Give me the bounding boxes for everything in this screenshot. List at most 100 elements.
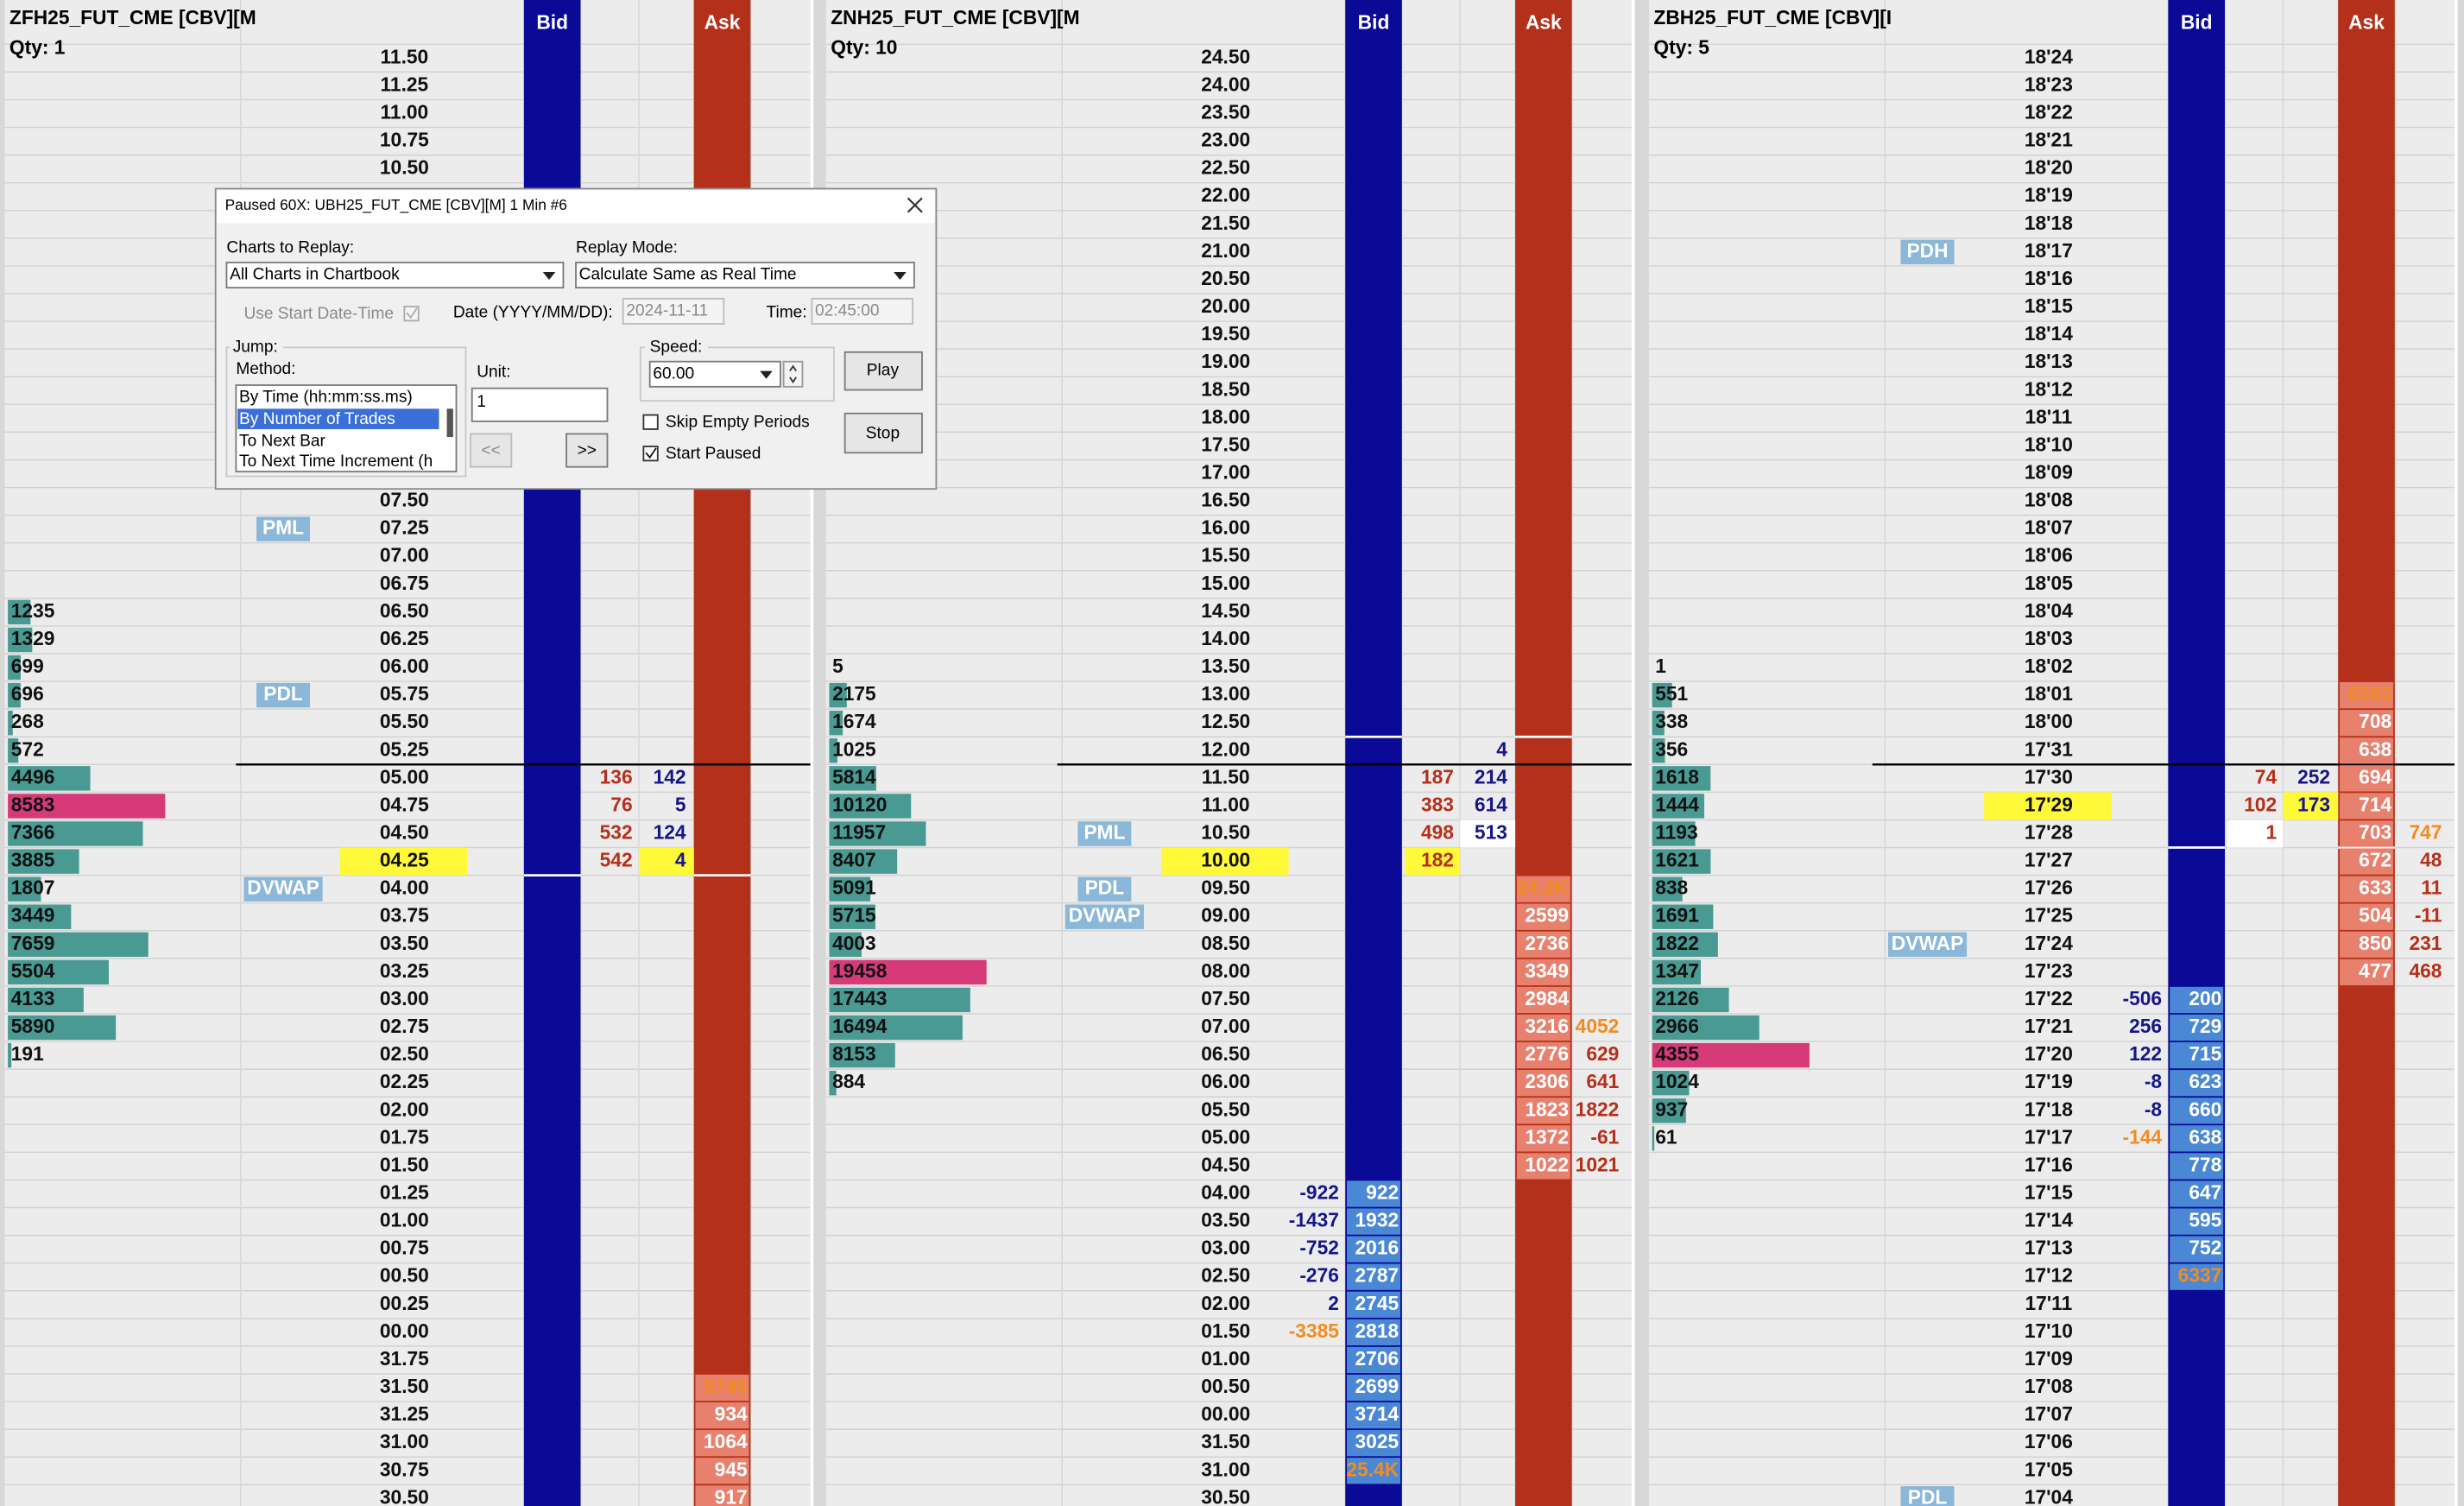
price: 00.50 [380, 1264, 429, 1287]
price: 17'27 [2025, 849, 2073, 871]
volume-label: 5 [832, 655, 843, 677]
ask-delta: 468 [2409, 959, 2442, 982]
volume-bar [8, 599, 31, 625]
price: 08.50 [1201, 932, 1250, 954]
volume-bar [8, 821, 143, 846]
volume-bar [1652, 1126, 1655, 1151]
close-button[interactable] [907, 197, 923, 213]
ask-cell [2340, 959, 2393, 986]
list-item[interactable]: To Next Bar [239, 433, 326, 451]
list-item[interactable]: To Next Time Increment (h [239, 452, 433, 471]
price: 02.50 [1201, 1264, 1250, 1287]
select[interactable] [225, 262, 565, 289]
ask-cell [2340, 931, 2393, 958]
volume-bar [8, 849, 79, 874]
price: 17'17 [2025, 1125, 2073, 1148]
price: 00.00 [380, 1319, 429, 1342]
price: 31.00 [380, 1430, 429, 1452]
volume-label: 191 [11, 1042, 44, 1065]
select[interactable] [575, 262, 915, 289]
list-item[interactable]: By Number of Trades [239, 410, 395, 428]
price: 24.00 [1201, 73, 1250, 95]
ask-cell [695, 1374, 749, 1402]
price: 17'30 [2025, 765, 2073, 788]
bid-volume: 2016 [1355, 1237, 1399, 1259]
volume-label: 8153 [832, 1042, 876, 1065]
price: 18'14 [2025, 322, 2073, 345]
volume-label: 1621 [1655, 849, 1699, 871]
level-tag [1887, 932, 1968, 958]
volume-label: 937 [1655, 1098, 1688, 1120]
price: 00.50 [1201, 1375, 1250, 1397]
price: 06.50 [380, 599, 429, 622]
level-tag [1900, 239, 1955, 265]
buy-volume: 4 [675, 849, 686, 871]
bid-volume: 638 [2189, 1125, 2221, 1148]
volume-bar [829, 1042, 895, 1068]
volume-bar [829, 849, 898, 874]
bid-delta: 256 [2129, 1015, 2162, 1037]
bid-volume: 6337 [2178, 1264, 2222, 1287]
bid-cell [2170, 1041, 2224, 1069]
price: 18'20 [2025, 156, 2073, 179]
volume-bar [829, 710, 843, 736]
ask-volume: 3349 [1525, 959, 1569, 982]
bid-volume: 200 [2189, 987, 2221, 1009]
button[interactable] [843, 351, 923, 391]
ask-cell [695, 1458, 749, 1484]
ask-volume: 3216 [1525, 1015, 1569, 1037]
price: 06.00 [380, 655, 429, 677]
volume-bar [8, 682, 21, 708]
volume-bar [829, 682, 847, 708]
price: 18'12 [2025, 377, 2073, 400]
bid-delta: -752 [1299, 1237, 1339, 1259]
price: 17'28 [2025, 821, 2073, 844]
button[interactable] [470, 433, 513, 468]
input[interactable] [622, 297, 725, 325]
checkbox[interactable] [642, 414, 659, 430]
button[interactable] [843, 412, 923, 454]
ask-cell [1516, 1041, 1570, 1069]
spinner[interactable] [782, 360, 804, 388]
volume-bar [1652, 1070, 1690, 1096]
price: 06.75 [380, 572, 429, 594]
buy-volume: 513 [1475, 821, 1507, 844]
ask-delta: -11 [2415, 904, 2442, 927]
price: 09.50 [1201, 876, 1250, 899]
bid-delta: 2 [1328, 1292, 1339, 1314]
list-item[interactable]: By Time (hh:mm:ss.ms) [239, 389, 413, 407]
price: 03.00 [1201, 1237, 1250, 1259]
ask-delta: 641 [1586, 1070, 1619, 1092]
volume-label: 5715 [832, 904, 876, 927]
price: 01.00 [1201, 1347, 1250, 1370]
volume-bar [1652, 821, 1696, 846]
checkbox-label: Skip Empty Periods [666, 414, 810, 432]
price: 02.25 [380, 1070, 429, 1092]
price: 31.25 [380, 1402, 429, 1425]
price: 11.00 [381, 101, 429, 123]
price: 06.50 [1201, 1042, 1250, 1065]
buy-cell [1460, 819, 1516, 848]
volume-label: 268 [11, 710, 44, 732]
input[interactable] [811, 297, 913, 325]
volume-bar [829, 738, 838, 763]
input[interactable] [648, 360, 781, 388]
volume-label: 551 [1655, 682, 1688, 705]
price: 14.50 [1201, 599, 1250, 622]
checkbox-label: Use Start Date-Time [243, 305, 394, 323]
group-box [225, 346, 467, 478]
level-label: DVWAP [247, 876, 319, 899]
label: Date (YYYY/MM/DD): [453, 303, 613, 321]
ask-cell [695, 1485, 749, 1506]
bid-cell [2170, 1098, 2224, 1124]
volume-label: 1024 [1655, 1070, 1699, 1092]
ask-volume: 672 [2359, 849, 2391, 871]
price: 13.00 [1201, 682, 1250, 705]
input[interactable] [471, 387, 609, 422]
bid-cell [2170, 1153, 2224, 1180]
ask-delta: 747 [2409, 821, 2442, 844]
price: 04.00 [1201, 1181, 1250, 1204]
price: 04.50 [380, 821, 429, 844]
button[interactable] [565, 433, 609, 468]
bid-header: Bid [2181, 10, 2213, 33]
